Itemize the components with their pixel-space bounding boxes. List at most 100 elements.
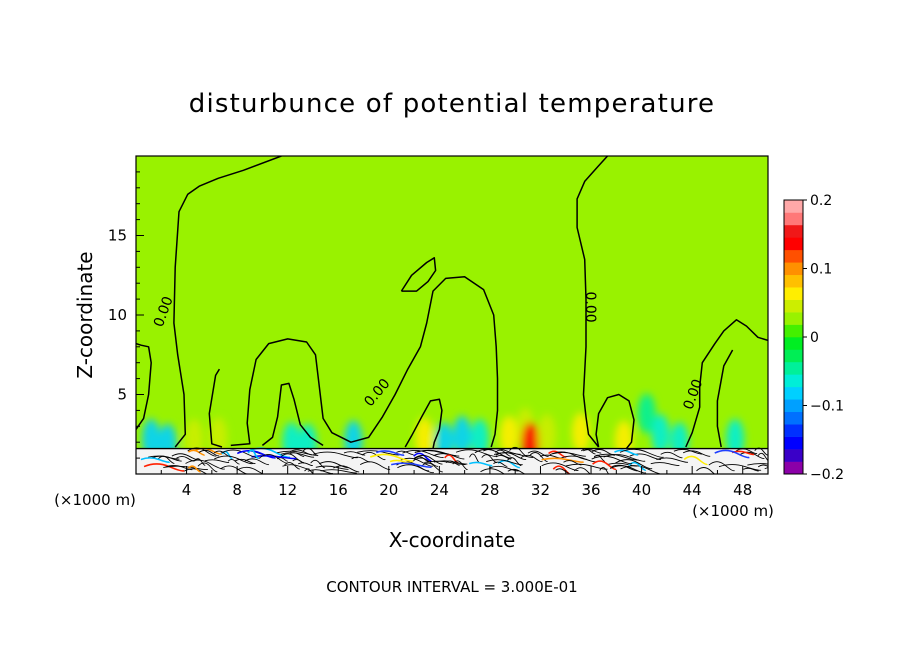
anomaly-patch <box>651 414 670 455</box>
surface-eddy <box>187 449 205 456</box>
colorbar-segment <box>784 324 803 338</box>
surface-eddy <box>591 455 633 465</box>
surface-eddy <box>529 452 548 462</box>
surface-eddy <box>424 460 466 465</box>
x-tick-label: 28 <box>480 481 499 499</box>
y-tick-label: 15 <box>108 227 127 245</box>
x-tick-label: 12 <box>278 481 297 499</box>
surface-eddy <box>628 461 647 471</box>
colorbar-tick-label: −0.2 <box>810 467 844 483</box>
surface-eddy <box>714 449 750 459</box>
anomaly-patch <box>537 414 556 455</box>
surface-eddy <box>614 449 639 456</box>
surface-eddy <box>151 455 182 462</box>
surface-eddy <box>397 464 435 474</box>
surface-eddy <box>573 467 591 474</box>
zero-contours <box>136 156 768 450</box>
colorbar-segment <box>784 374 803 388</box>
surface-eddy <box>555 468 569 474</box>
surface-eddy <box>413 452 433 462</box>
colorbar-tick-label: 0.1 <box>810 262 832 278</box>
surface-eddy <box>747 463 768 466</box>
x-tick-label: 16 <box>329 481 348 499</box>
x-tick-label: 40 <box>632 481 651 499</box>
surface-eddy <box>757 452 768 462</box>
surface-eddy <box>369 453 414 462</box>
zero-contour-line <box>136 342 152 430</box>
surface-eddy <box>603 454 646 462</box>
surface-eddy <box>474 448 513 459</box>
colorbar-segment <box>784 349 803 363</box>
surface-eddy <box>582 449 602 454</box>
zero-contour-line <box>230 276 499 448</box>
x-tick-label: 20 <box>379 481 398 499</box>
colorbar-segment <box>784 399 803 413</box>
x-tick-label: 24 <box>430 481 449 499</box>
surface-eddy <box>357 450 400 456</box>
surface-eddy <box>236 466 265 474</box>
y-tick-label: 5 <box>117 386 127 404</box>
plot-background <box>136 156 768 474</box>
x-tick-label: 44 <box>683 481 702 499</box>
colorbar-segment <box>784 200 803 213</box>
zero-contour-line <box>208 368 223 448</box>
surface-eddy <box>493 452 534 458</box>
surface-eddy <box>213 450 231 457</box>
surface-eddy <box>599 467 610 474</box>
surface-eddy <box>247 449 260 459</box>
plot-area: 0.000.000.000.00 <box>135 155 769 475</box>
surface-eddy <box>552 451 586 457</box>
surface-eddy <box>276 457 289 462</box>
surface-eddy <box>140 457 170 463</box>
surface-eddy <box>619 448 664 458</box>
colorbar-segment <box>784 337 803 350</box>
surface-eddy <box>757 464 768 468</box>
surface-eddy <box>234 458 256 465</box>
surface-eddy <box>610 464 638 472</box>
surface-eddy <box>656 457 689 463</box>
colorbar-segment <box>784 287 803 300</box>
surface-eddy <box>298 462 314 467</box>
surface-eddy <box>718 464 762 471</box>
contour-interval-note: CONTOUR INTERVAL = 3.000E-01 <box>326 578 577 596</box>
surface-eddy <box>304 468 315 474</box>
surface-eddy <box>552 465 571 474</box>
surface-eddy <box>541 457 584 463</box>
surface-eddy <box>489 465 519 472</box>
surface-eddy <box>560 455 597 463</box>
x-unit-left: (×1000 m) <box>54 491 136 509</box>
surface-eddy <box>280 452 315 458</box>
y-axis-label: Z-coordinate <box>73 251 97 378</box>
zero-contour-line <box>404 398 443 449</box>
surface-eddy <box>185 459 225 470</box>
surface-eddy <box>527 450 549 458</box>
surface-eddy <box>259 453 288 464</box>
surface-eddy <box>315 465 349 470</box>
surface-eddy <box>187 465 202 473</box>
surface-eddy <box>615 459 653 470</box>
x-tick-label: 4 <box>182 481 192 499</box>
colorbar-segment <box>784 224 803 238</box>
surface-eddy <box>282 464 310 470</box>
anomaly-patch <box>415 417 434 458</box>
colorbar-segment <box>784 461 803 475</box>
surface-eddy <box>696 467 716 474</box>
contour-label: 0.00 <box>582 291 598 322</box>
surface-eddy <box>402 450 444 459</box>
zero-contour-line <box>595 393 635 450</box>
surface-eddy <box>683 455 708 466</box>
zero-contour-line <box>716 349 734 448</box>
surface-eddy <box>468 461 493 467</box>
surface-layer <box>136 446 768 474</box>
chart-title: disturbunce of potential temperature <box>189 89 716 119</box>
x-tick-label: 36 <box>581 481 600 499</box>
colorbar: 0.2 0.1 0 −0.1 −0.2 <box>783 193 844 483</box>
surface-eddy <box>592 460 617 471</box>
colorbar-tick-label: 0 <box>810 330 819 346</box>
surface-eddy <box>214 455 254 465</box>
x-axis-label: X-coordinate <box>389 528 516 552</box>
surface-eddy <box>396 450 414 456</box>
surface-eddy <box>594 453 639 461</box>
surface-eddy <box>486 459 523 466</box>
